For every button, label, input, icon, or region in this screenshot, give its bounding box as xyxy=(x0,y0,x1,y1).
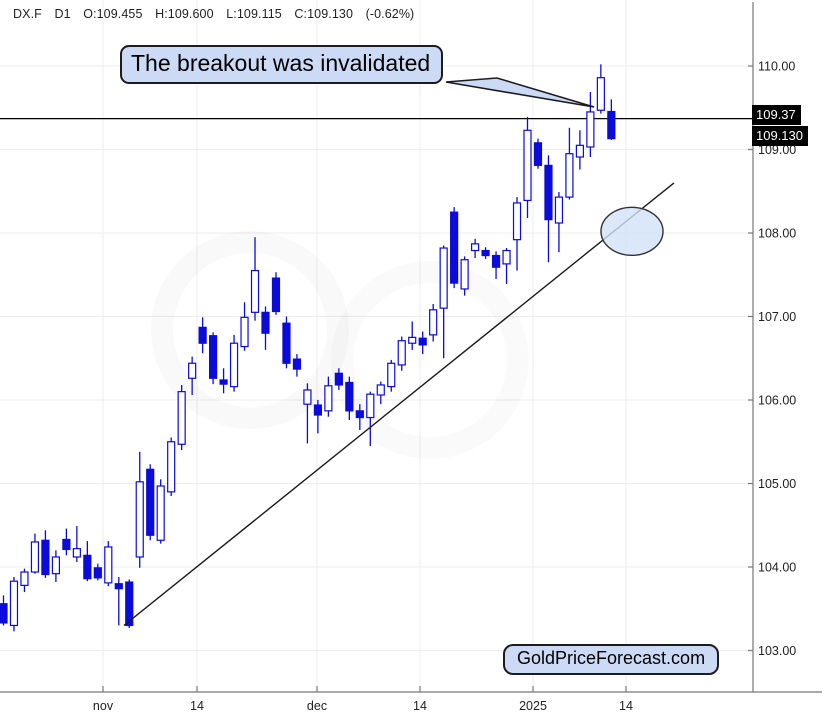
candle-body-up xyxy=(177,391,186,445)
ohlc-header: DX.F D1 O:109.455 H:109.600 L:109.115 C:… xyxy=(13,7,423,21)
x-axis-label: 2025 xyxy=(519,699,547,713)
candle-body-up xyxy=(167,441,176,493)
candle-body-down xyxy=(125,581,134,627)
candle-body-up xyxy=(366,393,375,419)
y-axis-label: 104.00 xyxy=(758,561,796,575)
candle-body-up xyxy=(575,144,585,158)
candle-body-up xyxy=(439,247,448,309)
candle-body-up xyxy=(229,342,239,388)
candle-body-up xyxy=(397,340,406,366)
candle-body-down xyxy=(114,583,123,590)
candle-body-up xyxy=(387,362,396,388)
trendline-target-ellipse xyxy=(600,206,664,257)
candle-body-up xyxy=(502,249,511,265)
candle-body-up xyxy=(30,541,40,573)
candle-body-down xyxy=(198,326,207,344)
support-trendline xyxy=(123,182,675,626)
x-axis-label: 14 xyxy=(619,699,633,713)
change-percent: (-0.62%) xyxy=(365,7,415,21)
candle-body-down xyxy=(219,379,228,385)
candle-body-down xyxy=(62,538,71,551)
candle-body-up xyxy=(20,571,29,586)
breakout-level-tag: 109.37 xyxy=(752,105,801,125)
candle-body-down xyxy=(491,254,501,268)
candle-body-down xyxy=(271,277,281,313)
candle-body-down xyxy=(93,567,102,579)
candle-body-up xyxy=(460,259,469,290)
candle-body-up xyxy=(135,481,144,558)
candle-body-down xyxy=(544,164,553,221)
open-value: O:109.455 xyxy=(83,7,143,21)
y-axis-label: 108.00 xyxy=(758,227,796,241)
y-axis-label: 106.00 xyxy=(758,394,796,408)
high-value: H:109.600 xyxy=(155,7,214,21)
candle-body-up xyxy=(104,546,113,584)
candle-body-down xyxy=(334,372,343,386)
grid-lines xyxy=(0,0,753,692)
candle-body-down xyxy=(282,322,291,364)
y-axis-label: 105.00 xyxy=(758,477,796,491)
candle-body-down xyxy=(41,539,50,576)
candle-body-down xyxy=(292,358,302,370)
candle-body-up xyxy=(156,485,165,541)
candle-body-down xyxy=(83,554,92,580)
candles-layer xyxy=(0,64,616,632)
x-axis-label: dec xyxy=(307,699,327,713)
candle-body-up xyxy=(303,389,312,405)
candle-body-up xyxy=(376,384,385,396)
timeframe-label: D1 xyxy=(54,7,71,21)
candle-body-down xyxy=(607,110,616,140)
candle-body-up xyxy=(586,111,595,148)
candle-body-down xyxy=(209,335,218,379)
low-value: L:109.115 xyxy=(226,7,282,21)
candle-body-up xyxy=(471,243,480,252)
site-watermark-badge: GoldPriceForecast.com xyxy=(503,644,720,675)
candle-body-up xyxy=(429,309,438,336)
candle-body-down xyxy=(450,211,459,284)
y-axis-label: 103.00 xyxy=(758,644,796,658)
candle-body-down xyxy=(146,468,155,536)
candle-body-down xyxy=(345,381,354,412)
candle-body-down xyxy=(355,410,364,419)
candle-body-up xyxy=(188,362,197,379)
candle-body-up xyxy=(324,385,333,412)
candle-body-up xyxy=(72,548,81,558)
candle-body-up xyxy=(250,269,260,313)
candle-body-up xyxy=(9,580,19,627)
y-axis-label: 107.00 xyxy=(758,310,796,324)
x-axis-label: 14 xyxy=(190,699,204,713)
close-value: C:109.130 xyxy=(294,7,354,21)
candle-body-up xyxy=(523,129,532,202)
candle-body-up xyxy=(512,202,522,241)
candle-body-up xyxy=(408,336,417,344)
axes: 110.00 109.00 108.00 107.00 106.00 105.00 104.… xyxy=(0,2,822,713)
y-axis-label: 110.00 xyxy=(758,60,795,74)
candle-body-down xyxy=(533,142,543,166)
candle-body-up xyxy=(554,196,564,224)
candle-body-down xyxy=(313,404,322,416)
candle-body-down xyxy=(418,337,427,346)
candle-body-down xyxy=(481,249,490,257)
callout-tail-pointer xyxy=(445,77,595,108)
y-axis-label: 109.00 xyxy=(758,143,796,157)
candle-body-up xyxy=(240,316,249,348)
x-axis-label: nov xyxy=(93,699,114,713)
candle-body-down xyxy=(0,603,8,624)
candle-body-down xyxy=(261,311,270,334)
symbol-label: DX.F xyxy=(13,7,42,21)
candle-body-up xyxy=(596,77,605,111)
breakout-callout: The breakout was invalidated xyxy=(120,45,444,84)
x-axis-label: 14 xyxy=(413,699,427,713)
last-price-tag: 109.130 xyxy=(752,126,808,146)
candle-body-up xyxy=(565,153,574,198)
candle-body-up xyxy=(51,556,61,575)
